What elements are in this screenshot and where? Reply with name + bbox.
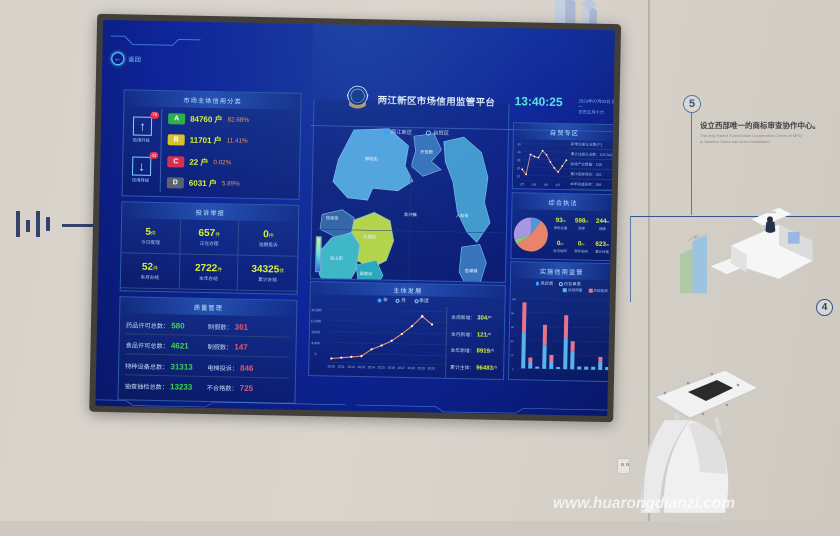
svg-text:20: 20 xyxy=(510,353,514,357)
svg-text:2011: 2011 xyxy=(338,365,345,369)
svg-text:3月: 3月 xyxy=(544,183,549,187)
svg-text:80: 80 xyxy=(511,311,515,315)
svg-text:4月: 4月 xyxy=(556,183,561,187)
svg-text:2019: 2019 xyxy=(417,366,425,370)
svg-text:0: 0 xyxy=(314,352,316,356)
svg-text:2012: 2012 xyxy=(347,365,355,369)
svg-text:4,000: 4,000 xyxy=(311,341,320,345)
svg-text:8,000: 8,000 xyxy=(312,330,321,334)
svg-text:2017: 2017 xyxy=(397,366,405,370)
svg-text:20: 20 xyxy=(517,166,521,170)
svg-text:2010: 2010 xyxy=(327,364,335,368)
svg-text:40: 40 xyxy=(511,339,515,343)
svg-text:龙兴镇: 龙兴镇 xyxy=(404,211,418,218)
svg-text:1月: 1月 xyxy=(520,182,525,186)
svg-text:2020: 2020 xyxy=(427,366,435,370)
svg-text:2018: 2018 xyxy=(407,366,415,370)
svg-text:30: 30 xyxy=(517,158,521,162)
svg-text:12,000: 12,000 xyxy=(311,319,322,323)
svg-text:40: 40 xyxy=(517,150,521,154)
svg-text:16,000: 16,000 xyxy=(311,308,322,312)
svg-text:2016: 2016 xyxy=(387,366,395,370)
svg-text:2014: 2014 xyxy=(367,365,375,369)
svg-text:60: 60 xyxy=(511,325,515,329)
svg-text:100: 100 xyxy=(512,297,517,301)
svg-text:2013: 2013 xyxy=(357,365,365,369)
svg-text:2月: 2月 xyxy=(532,182,537,186)
svg-text:10: 10 xyxy=(517,174,521,178)
svg-text:0: 0 xyxy=(512,367,514,371)
svg-text:2015: 2015 xyxy=(377,365,385,369)
svg-text:50: 50 xyxy=(517,142,521,146)
